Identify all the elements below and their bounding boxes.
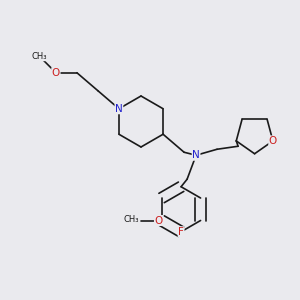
Text: O: O xyxy=(154,215,163,226)
Text: O: O xyxy=(269,136,277,146)
Text: O: O xyxy=(52,68,60,78)
Text: N: N xyxy=(192,150,200,160)
Text: CH₃: CH₃ xyxy=(124,214,139,224)
Text: CH₃: CH₃ xyxy=(32,52,47,61)
Text: N: N xyxy=(115,104,123,114)
Text: F: F xyxy=(178,227,184,237)
